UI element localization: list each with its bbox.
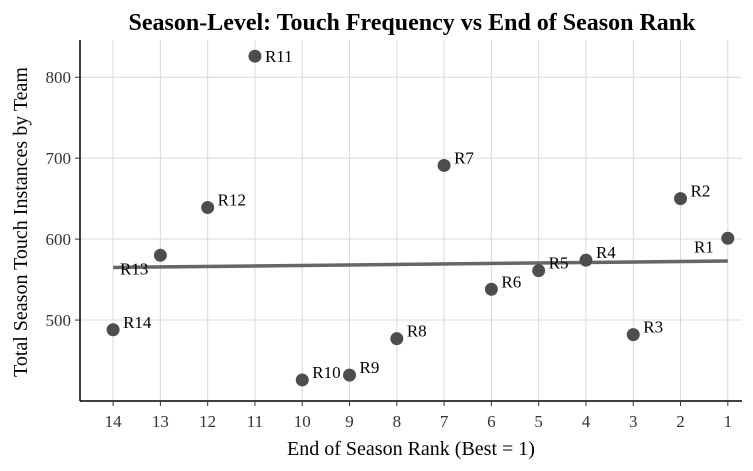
- x-tick-label: 8: [393, 412, 402, 431]
- point-label: R12: [218, 191, 246, 210]
- x-axis-ticks: 14 13 12 11 10 9 8 7 6 5 4 3 2 1: [105, 401, 732, 431]
- data-point: [626, 328, 640, 342]
- data-point: [674, 192, 688, 206]
- point-label: R10: [312, 363, 340, 382]
- point-labels: R1 R2 R3 R4 R5 R6 R7 R8 R9 R10 R11 R12 R13 R14: [120, 47, 714, 382]
- trendline-group: [113, 259, 728, 270]
- x-tick-label: 5: [534, 412, 543, 431]
- y-axis-ticks: 500 600 700 800: [46, 68, 80, 330]
- point-label: R5: [549, 254, 569, 273]
- point-label: R2: [691, 182, 711, 201]
- data-point: [106, 323, 120, 337]
- chart-title: Season-Level: Touch Frequency vs End of …: [129, 10, 697, 36]
- data-point: [579, 253, 593, 267]
- x-tick-label: 12: [199, 412, 216, 431]
- x-tick-label: 10: [294, 412, 311, 431]
- x-tick-label: 3: [629, 412, 638, 431]
- point-label: R7: [454, 148, 474, 167]
- trendline: [113, 259, 728, 270]
- point-label: R13: [120, 259, 148, 278]
- data-point: [201, 201, 215, 215]
- data-point: [484, 282, 498, 296]
- data-point: [295, 373, 309, 387]
- y-tick-label: 800: [46, 68, 72, 87]
- x-tick-label: 14: [105, 412, 123, 431]
- data-point: [248, 49, 262, 63]
- x-tick-label: 9: [345, 412, 354, 431]
- x-tick-label: 1: [724, 412, 733, 431]
- y-tick-label: 700: [46, 149, 72, 168]
- x-tick-label: 13: [152, 412, 169, 431]
- x-axis-title: End of Season Rank (Best = 1): [287, 438, 535, 460]
- point-label: R8: [407, 322, 427, 341]
- point-label: R14: [123, 313, 152, 332]
- point-label: R9: [360, 358, 380, 377]
- x-tick-label: 2: [676, 412, 685, 431]
- point-label: R1: [694, 237, 714, 256]
- y-tick-label: 500: [46, 311, 72, 330]
- x-tick-label: 6: [487, 412, 496, 431]
- point-label: R11: [265, 47, 293, 66]
- data-point: [437, 158, 451, 172]
- point-label: R6: [501, 272, 521, 291]
- grid: [80, 40, 742, 401]
- data-point: [153, 248, 167, 262]
- point-label: R4: [596, 243, 616, 262]
- x-tick-label: 4: [582, 412, 591, 431]
- x-tick-label: 7: [440, 412, 449, 431]
- data-points: [106, 49, 735, 387]
- data-point: [390, 332, 404, 346]
- data-point: [532, 264, 546, 278]
- data-point: [721, 231, 735, 245]
- x-tick-label: 11: [247, 412, 263, 431]
- point-label: R3: [643, 318, 663, 337]
- y-tick-label: 600: [46, 230, 72, 249]
- y-axis-title: Total Season Touch Instances by Team: [10, 67, 32, 377]
- data-point: [343, 368, 357, 382]
